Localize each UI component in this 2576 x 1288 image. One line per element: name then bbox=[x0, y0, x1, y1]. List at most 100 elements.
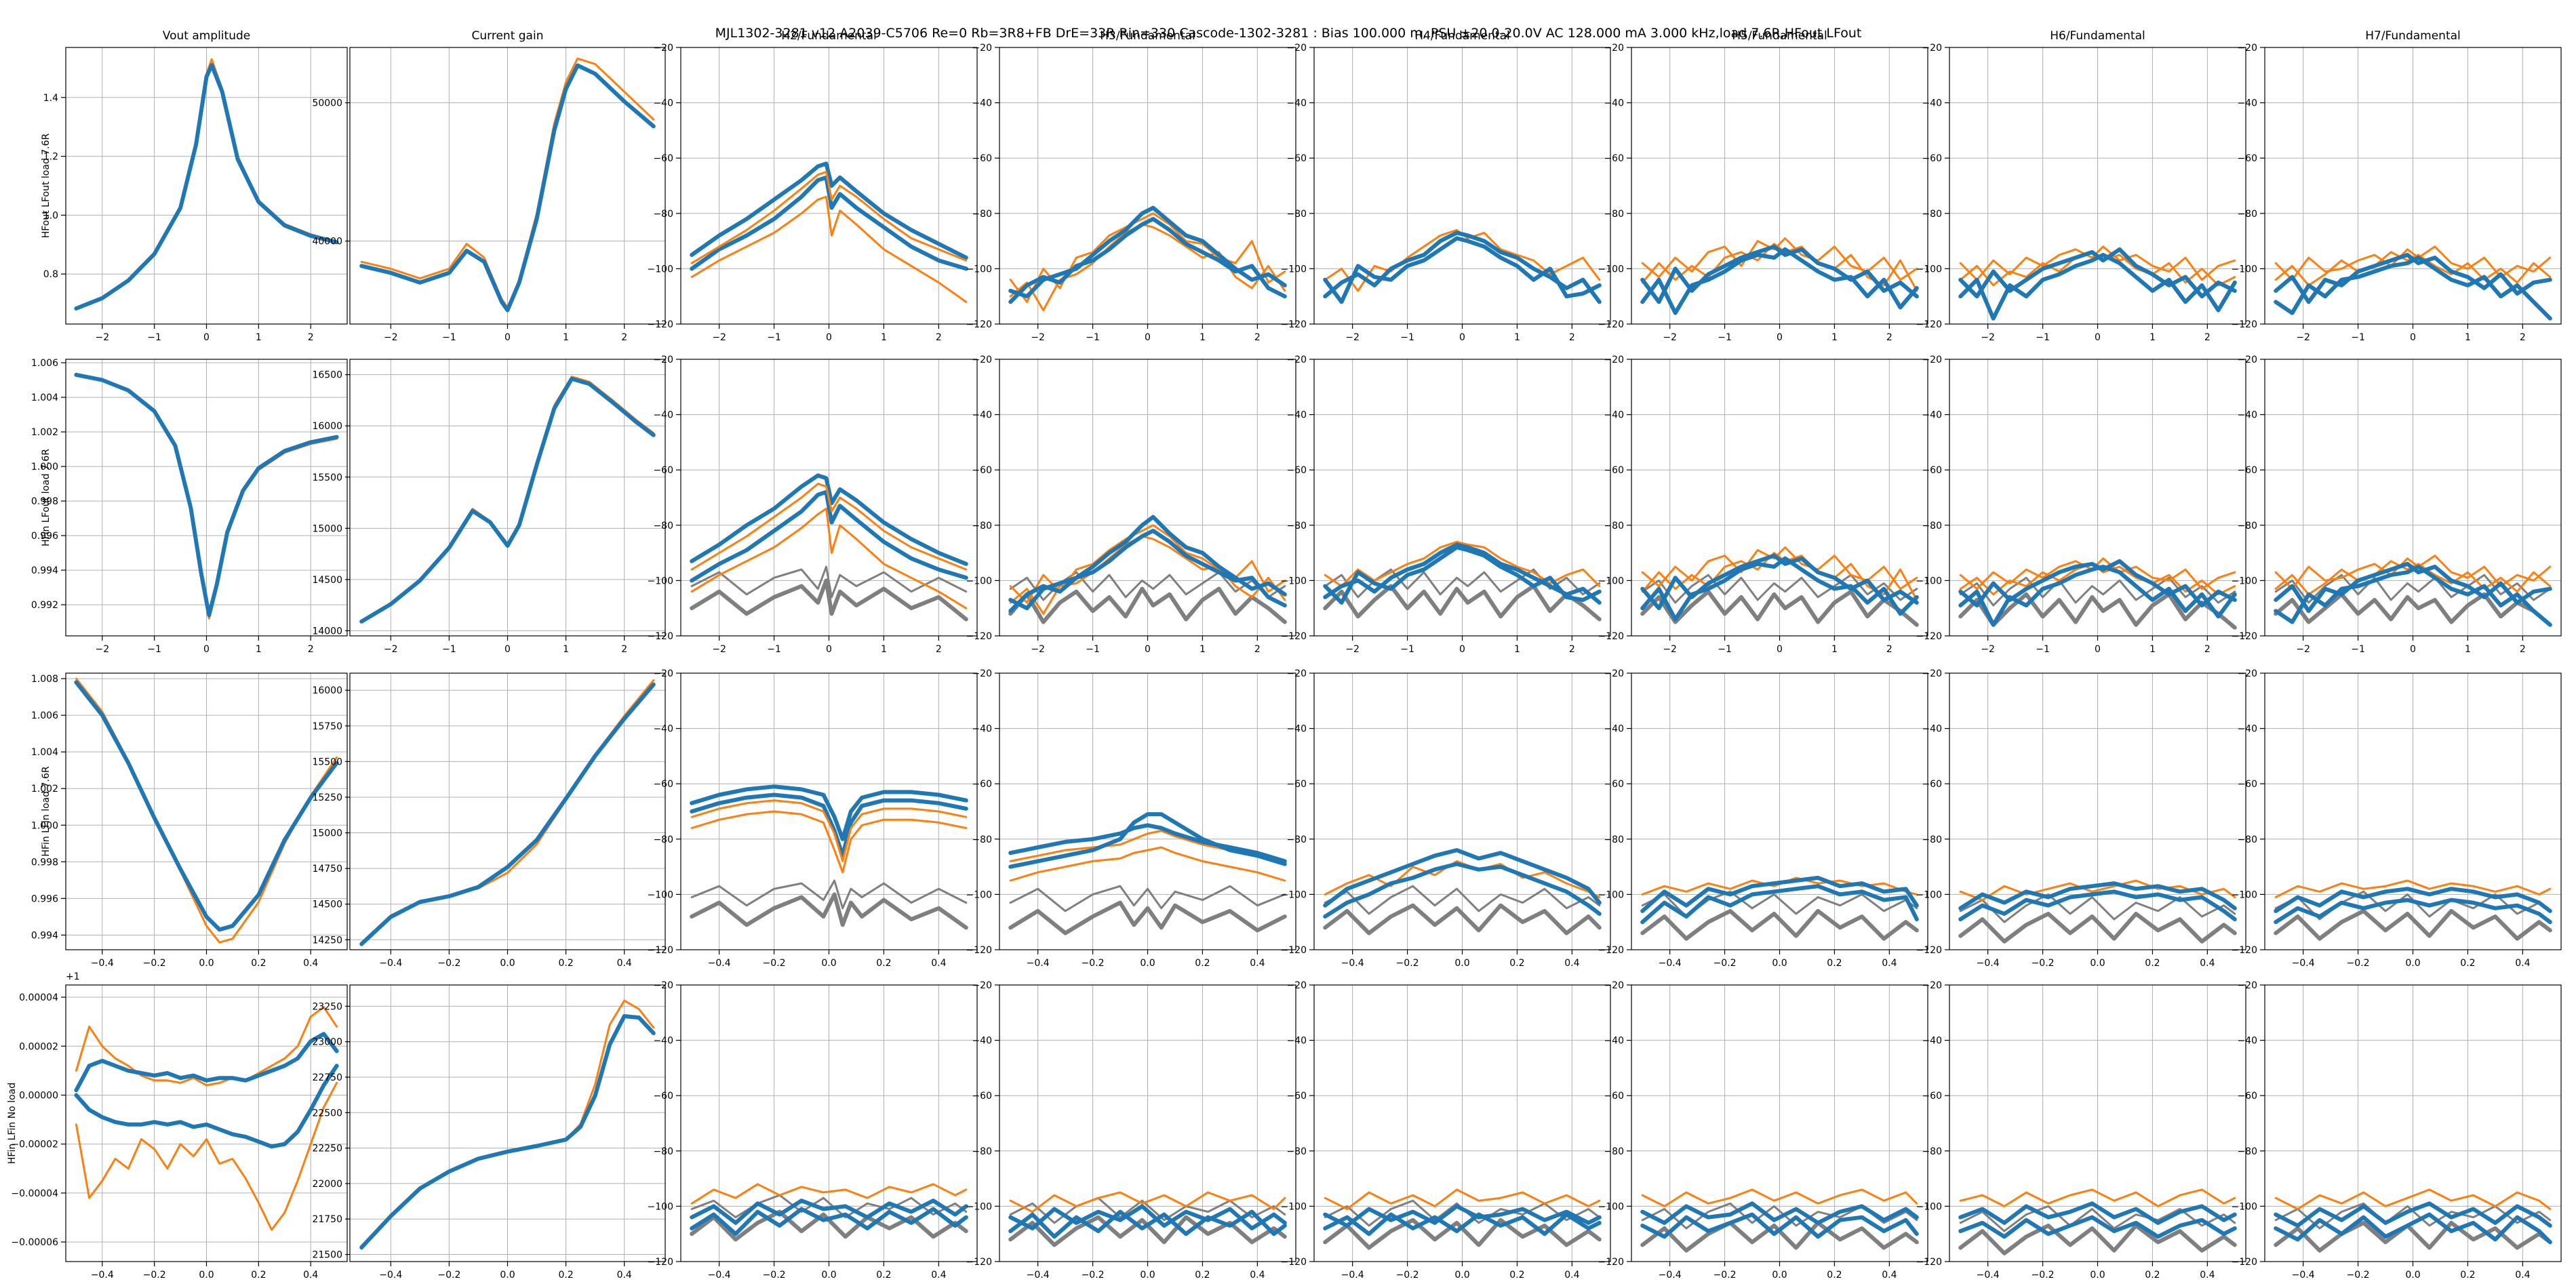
y-tick-label: −40 bbox=[972, 98, 992, 109]
series-line-blue-6 bbox=[2274, 565, 2552, 627]
y-tick-label: −20 bbox=[1922, 668, 1942, 679]
x-tick-label: −0.4 bbox=[379, 1270, 402, 1281]
y-tick-label: −40 bbox=[1604, 98, 1624, 109]
x-tick-label: 0.2 bbox=[1195, 1270, 1210, 1281]
axes-frame bbox=[1313, 47, 1611, 325]
y-tick-label: 0.994 bbox=[31, 565, 58, 576]
x-tick-label: 0.4 bbox=[2200, 958, 2215, 969]
panel-title: H6/Fundamental bbox=[2050, 29, 2145, 43]
x-tick-label: 1 bbox=[256, 644, 262, 655]
x-tick-label: 0 bbox=[826, 644, 832, 655]
y-tick-label: −80 bbox=[2237, 1146, 2257, 1157]
x-tick-label: 2 bbox=[1886, 644, 1893, 655]
x-tick-label: 0 bbox=[2095, 332, 2101, 343]
series-line-blue-5 bbox=[1958, 889, 2237, 922]
series-line-blue-4 bbox=[1640, 875, 1919, 913]
x-tick-label: 1 bbox=[1200, 644, 1206, 655]
y-tick-label: −20 bbox=[1604, 668, 1624, 679]
x-tick-label: −0.4 bbox=[379, 958, 402, 969]
x-tick-label: 1 bbox=[2149, 644, 2156, 655]
axes-frame bbox=[680, 984, 978, 1262]
subplot-r1-c3: −2 −1 0 1 2 −120 −100 −80 −60 −40 −20 H2/Fundamenta… bbox=[648, 29, 978, 343]
x-tick-label: 0.0 bbox=[821, 1270, 836, 1281]
y-tick-label: 14250 bbox=[312, 935, 342, 946]
subplot-r1-c7: −2 −1 0 1 2 −120 −100 −80 −60 −40 −20 H6/Fundamenta… bbox=[1916, 29, 2246, 343]
series-line-orange-2 bbox=[75, 1081, 338, 1231]
y-tick-label: 15250 bbox=[312, 792, 342, 803]
series-line-gray-2 bbox=[1959, 893, 2236, 923]
subplot-r4-c2: −0.4 −0.2 0.0 0.2 0.4 21500 21750 22000 22250 225… bbox=[312, 984, 666, 1281]
axes-frame bbox=[1631, 672, 1928, 950]
y-tick-label: −100 bbox=[1916, 264, 1942, 275]
y-tick-label: −60 bbox=[653, 779, 673, 790]
axes-frame bbox=[349, 672, 666, 950]
subplot-r3-c2: −0.4 −0.2 0.0 0.2 0.4 14250 14500 14750 15000 152… bbox=[312, 672, 666, 969]
y-tick-label: −40 bbox=[653, 724, 673, 735]
axes-frame bbox=[65, 672, 348, 950]
series-line-gray-1 bbox=[1640, 589, 1919, 627]
y-tick-label: −20 bbox=[2237, 355, 2257, 365]
y-tick-label: 1.000 bbox=[31, 462, 58, 472]
series-line-orange-6 bbox=[690, 507, 968, 609]
series-line-orange-3 bbox=[690, 1183, 968, 1205]
x-tick-label: −1 bbox=[1400, 332, 1414, 343]
x-tick-label: −0.2 bbox=[2347, 1270, 2370, 1281]
y-tick-label: −120 bbox=[2232, 631, 2257, 642]
y-tick-label: −40 bbox=[1604, 410, 1624, 421]
subplot-r3-c6: −0.4 −0.2 0.0 0.2 0.4 −120 −100 −80 −60 −40 −20 bbox=[1598, 668, 1928, 969]
y-tick-label: −100 bbox=[1598, 889, 1624, 900]
x-tick-label: −1 bbox=[1718, 332, 1732, 343]
x-tick-label: 2 bbox=[1569, 332, 1575, 343]
subplot-r4-c3: −0.4 −0.2 0.0 0.2 0.4 −120 −100 −80 −60 −40 −20 bbox=[648, 980, 978, 1281]
x-tick-label: 0.4 bbox=[1882, 958, 1897, 969]
series-line-blue-4 bbox=[74, 1064, 339, 1149]
x-tick-label: 0 bbox=[504, 332, 511, 343]
y-tick-label: −40 bbox=[972, 724, 992, 735]
y-tick-label: −100 bbox=[1598, 576, 1624, 586]
panel-title: Vout amplitude bbox=[163, 29, 250, 43]
series-line-orange-4 bbox=[1641, 552, 1918, 601]
series-line-gray-1 bbox=[1958, 912, 2237, 944]
x-tick-label: 0.4 bbox=[2200, 1270, 2215, 1281]
x-tick-label: 0.4 bbox=[303, 958, 318, 969]
series-line-blue-4 bbox=[1008, 1204, 1287, 1230]
subplot-r4-c7: −0.4 −0.2 0.0 0.2 0.4 −120 −100 −80 −60 −40 −20 bbox=[1916, 980, 2246, 1281]
panel-title: H4/Fundamental bbox=[1414, 29, 1510, 43]
y-tick-label: −20 bbox=[1604, 43, 1624, 54]
x-tick-label: −2 bbox=[2296, 644, 2310, 655]
series-line-gray-2 bbox=[690, 565, 968, 599]
panel-title: H3/Fundamental bbox=[1100, 29, 1195, 43]
y-tick-label: −80 bbox=[653, 834, 673, 845]
series-line-gray-1 bbox=[2274, 592, 2552, 627]
series-line-orange-4 bbox=[1009, 846, 1286, 882]
y-tick-label: −20 bbox=[1286, 355, 1307, 365]
y-tick-label: −60 bbox=[1286, 153, 1307, 164]
y-tick-label: −80 bbox=[1604, 834, 1624, 845]
axes-frame bbox=[1631, 47, 1928, 325]
y-tick-label: −100 bbox=[966, 1201, 992, 1212]
series-line-orange-5 bbox=[690, 799, 968, 862]
y-tick-label: −100 bbox=[2232, 264, 2257, 275]
y-tick-label: −100 bbox=[2232, 889, 2257, 900]
y-tick-label: 0.992 bbox=[31, 600, 58, 611]
panel-title: H7/Fundamental bbox=[2365, 29, 2461, 43]
y-tick-label: −80 bbox=[1286, 209, 1307, 220]
axes-frame bbox=[1949, 359, 2246, 637]
y-tick-label: −120 bbox=[648, 1257, 673, 1268]
x-tick-label: 1 bbox=[881, 332, 887, 343]
y-tick-label: −40 bbox=[1286, 1036, 1307, 1047]
y-tick-label: −120 bbox=[1916, 319, 1942, 330]
series-line-blue-3 bbox=[1323, 236, 1602, 304]
series-line-gray-1 bbox=[690, 892, 968, 930]
y-tick-label: −100 bbox=[1281, 576, 1307, 586]
series-line-gray-1 bbox=[690, 1209, 968, 1242]
x-tick-label: 0.2 bbox=[1827, 1270, 1842, 1281]
x-tick-label: −1 bbox=[442, 644, 456, 655]
x-tick-label: 0.0 bbox=[199, 1270, 214, 1281]
axes-frame bbox=[1631, 984, 1928, 1262]
axes-frame bbox=[680, 672, 978, 950]
x-tick-label: 0.2 bbox=[2145, 1270, 2160, 1281]
axes-frame bbox=[999, 47, 1296, 325]
subplot-r2-c3: −2 −1 0 1 2 −120 −100 −80 −60 −40 −20 bbox=[648, 355, 978, 655]
x-tick-label: 0 bbox=[1145, 332, 1151, 343]
